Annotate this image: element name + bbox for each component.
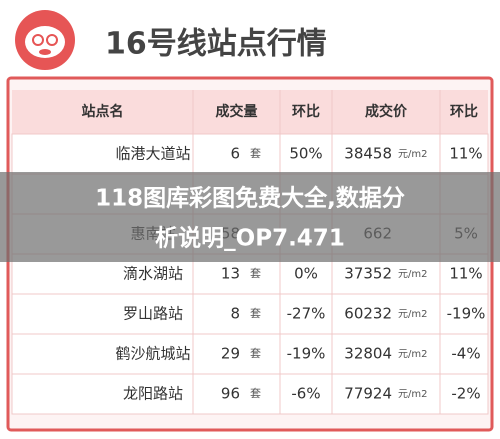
station-name: 滴水湖站 — [123, 265, 183, 283]
column-header: 环比 — [450, 103, 478, 120]
change: 0% — [294, 265, 318, 283]
table-row — [11, 373, 489, 415]
title: 16号线站点行情 — [105, 27, 327, 62]
column-header: 成交量 — [216, 103, 258, 120]
column-header: 站点名 — [82, 103, 124, 120]
column-header: 环比 — [292, 103, 320, 120]
overlay-text: 118图库彩图免费大全,数据分 — [95, 185, 405, 212]
column-header: 成交价 — [365, 103, 408, 120]
price-unit: 元/m2 — [398, 309, 427, 320]
unit: 套 — [250, 307, 261, 320]
station-name: 龙阳路站 — [123, 385, 183, 403]
price: 38458 — [344, 145, 392, 163]
price: 32804 — [344, 345, 392, 363]
price-unit: 元/m2 — [398, 349, 427, 360]
station-name: 临港大道站 — [115, 145, 190, 163]
unit: 套 — [250, 267, 261, 280]
table-row — [11, 333, 489, 375]
change: 50% — [289, 145, 322, 163]
unit: 套 — [250, 347, 261, 360]
price-change: -2% — [451, 385, 480, 403]
table-row — [11, 133, 489, 175]
header-row — [12, 90, 488, 134]
station-name: 鹤沙航城站 — [115, 345, 190, 363]
price-change: -19% — [447, 305, 486, 323]
price: 37352 — [344, 265, 392, 283]
volume: 29 — [221, 345, 240, 363]
price: 77924 — [344, 385, 392, 403]
volume: 96 — [221, 385, 240, 403]
unit: 套 — [250, 387, 261, 400]
price-unit: 元/m2 — [398, 389, 427, 400]
overlay-band — [0, 172, 500, 262]
price-change: 11% — [449, 265, 482, 283]
price-unit: 元/m2 — [398, 269, 427, 280]
change: -6% — [291, 385, 320, 403]
unit: 套 — [250, 147, 261, 160]
logo — [15, 10, 75, 70]
price-change: 11% — [449, 145, 482, 163]
price-unit: 元/m2 — [398, 149, 427, 160]
overlay-text: 析说明_OP7.471 — [155, 225, 345, 252]
station-name: 罗山路站 — [123, 305, 183, 323]
volume: 13 — [221, 265, 240, 283]
change: -19% — [287, 345, 326, 363]
volume: 6 — [230, 145, 240, 163]
volume: 8 — [230, 305, 240, 323]
price: 60232 — [344, 305, 392, 323]
price-change: -4% — [451, 345, 480, 363]
change: -27% — [287, 305, 326, 323]
